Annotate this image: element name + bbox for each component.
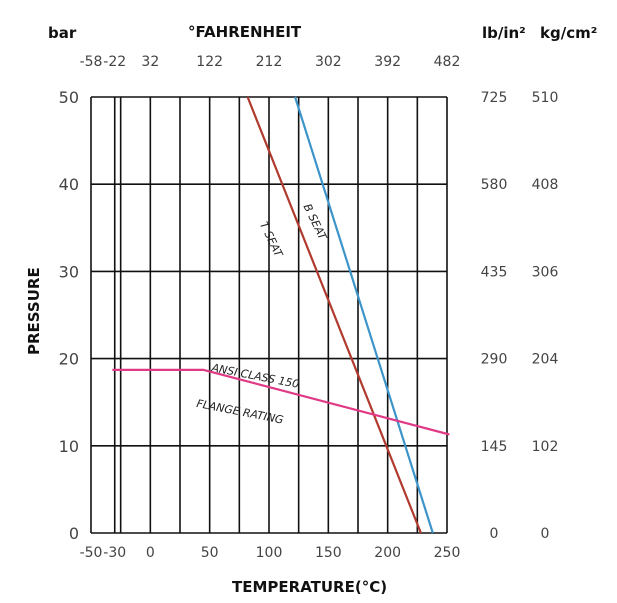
right-tick-label-kgcm2: 408 bbox=[532, 177, 559, 193]
x-tick-label: 150 bbox=[315, 545, 342, 561]
top-tick-label: 392 bbox=[374, 54, 401, 70]
right-tick-label-psi: 0 bbox=[490, 526, 499, 542]
top-tick-label: 302 bbox=[315, 54, 342, 70]
series-line-2 bbox=[294, 96, 434, 534]
right-tick-label-kgcm2: 0 bbox=[541, 526, 550, 542]
top-tick-label: -22 bbox=[103, 54, 126, 70]
top-tick-label: 482 bbox=[434, 54, 461, 70]
x-tick-label: 200 bbox=[374, 545, 401, 561]
x-axis-title: TEMPERATURE(°C) bbox=[232, 578, 387, 596]
x-tick-label: 50 bbox=[201, 545, 219, 561]
right-tick-label-kgcm2: 510 bbox=[532, 90, 559, 106]
left-tick-label: 20 bbox=[59, 350, 79, 369]
series-lines bbox=[112, 96, 450, 534]
left-tick-label: 10 bbox=[59, 437, 79, 456]
annotation-label: B SEAT bbox=[301, 202, 330, 243]
grid bbox=[90, 96, 448, 534]
right-tick-label-psi: 145 bbox=[481, 439, 508, 455]
left-tick-label: 0 bbox=[69, 524, 79, 543]
right-tick-label-psi: 290 bbox=[481, 352, 508, 368]
x-tick-label: -50 bbox=[80, 545, 103, 561]
left-axis-unit: bar bbox=[48, 24, 77, 42]
tick-labels: -50 -30 0 50 100 150 200 250-58 -22 32 122 212 302 39… bbox=[59, 54, 559, 561]
right-tick-label-kgcm2: 306 bbox=[532, 264, 559, 280]
right-tick-label-kgcm2: 102 bbox=[532, 439, 559, 455]
right-axis-unit-psi: lb/in² bbox=[482, 24, 526, 42]
right-tick-label-kgcm2: 204 bbox=[532, 352, 559, 368]
top-tick-label: 212 bbox=[256, 54, 283, 70]
right-axis-unit-kgcm2: kg/cm² bbox=[540, 24, 597, 42]
top-tick-label: 122 bbox=[196, 54, 223, 70]
annotation-label: T SEAT bbox=[257, 220, 286, 261]
x-tick-label: 250 bbox=[434, 545, 461, 561]
y-axis-title: PRESSURE bbox=[25, 267, 43, 355]
x-tick-label: 0 bbox=[146, 545, 155, 561]
right-tick-label-psi: 435 bbox=[481, 264, 508, 280]
series-line-1 bbox=[246, 96, 422, 534]
x-tick-label: 100 bbox=[256, 545, 283, 561]
top-tick-label: -58 bbox=[80, 54, 103, 70]
annotation-label: ANSI CLASS 150 bbox=[210, 361, 301, 391]
left-tick-label: 50 bbox=[59, 88, 79, 107]
top-axis-title: °FAHRENHEIT bbox=[188, 23, 302, 41]
x-tick-label: -30 bbox=[103, 545, 126, 561]
top-tick-label: 32 bbox=[141, 54, 159, 70]
left-tick-label: 40 bbox=[59, 175, 79, 194]
right-tick-label-psi: 580 bbox=[481, 177, 508, 193]
series-line-3 bbox=[112, 368, 450, 436]
right-tick-label-psi: 725 bbox=[481, 90, 508, 106]
left-tick-label: 30 bbox=[59, 262, 79, 281]
